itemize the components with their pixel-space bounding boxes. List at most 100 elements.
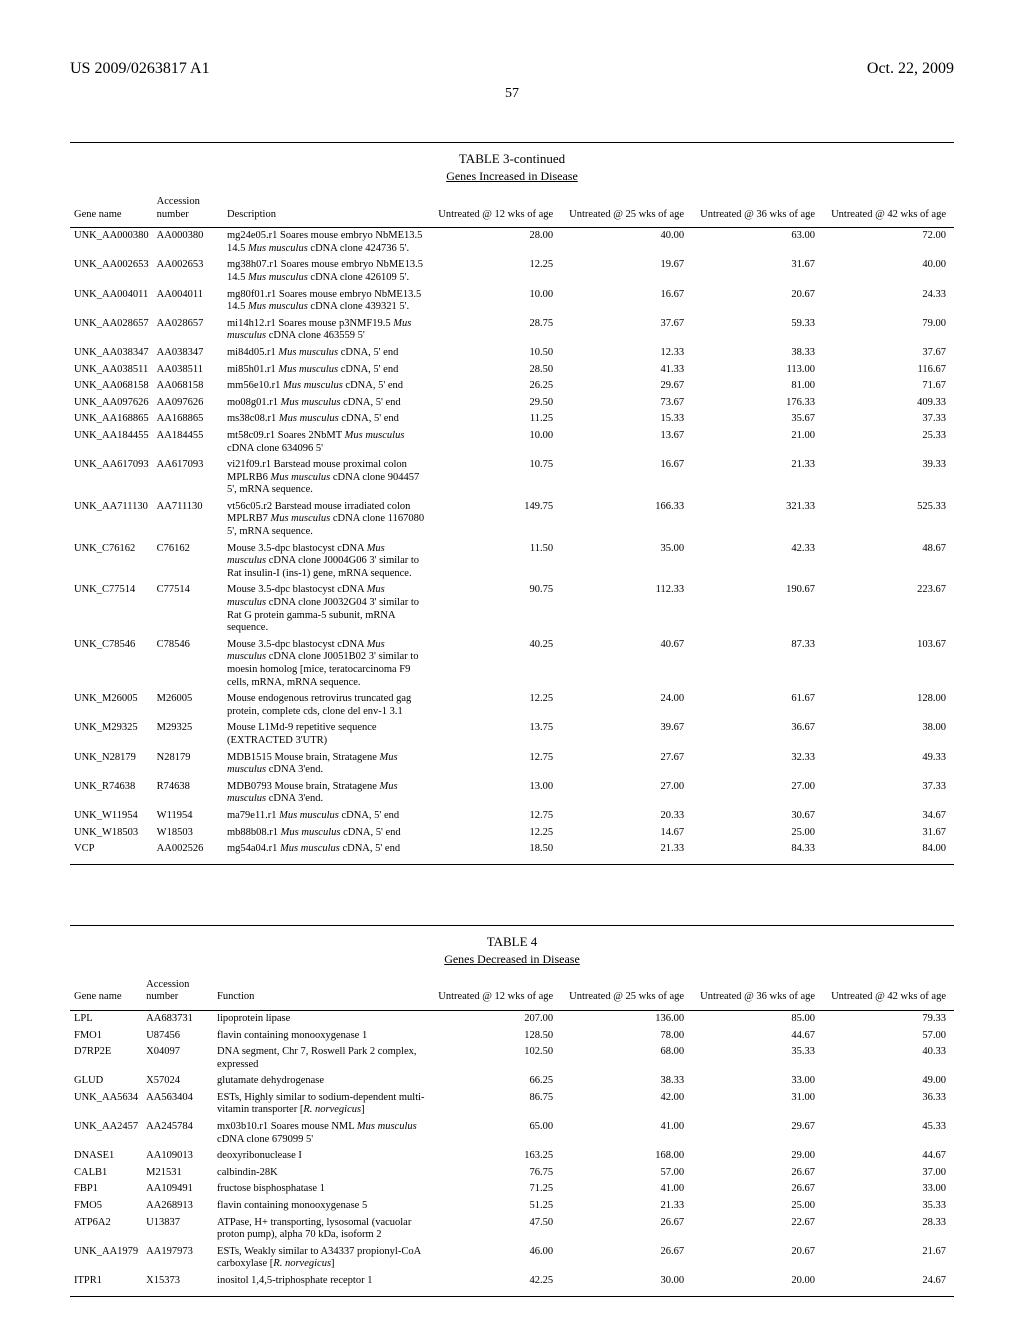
table-row: UNK_M26005M26005Mouse endogenous retrovi… — [70, 691, 954, 720]
cell-accession: AA197973 — [142, 1244, 213, 1273]
table-row: UNK_AA2457AA245784mx03b10.r1 Soares mous… — [70, 1119, 954, 1148]
cell-gene: UNK_AA617093 — [70, 457, 153, 499]
cell-accession: AA268913 — [142, 1198, 213, 1215]
cell-gene: UNK_AA038347 — [70, 345, 153, 362]
cell-accession: AA245784 — [142, 1119, 213, 1148]
cell-value: 35.67 — [692, 411, 823, 428]
cell-value: 19.67 — [561, 257, 692, 286]
cell-value: 41.00 — [561, 1119, 692, 1148]
cell-description: calbindin-28K — [213, 1165, 430, 1182]
cell-value: 190.67 — [692, 582, 823, 636]
cell-value: 149.75 — [430, 499, 561, 541]
col-42wks: Untreated @ 42 wks of age — [823, 975, 954, 1011]
cell-value: 409.33 — [823, 395, 954, 412]
cell-value: 21.67 — [823, 1244, 954, 1273]
table-row: UNK_AA038511AA038511mi85h01.r1 Mus muscu… — [70, 362, 954, 379]
cell-value: 128.50 — [430, 1028, 561, 1045]
table-row: UNK_N28179N28179MDB1515 Mouse brain, Str… — [70, 750, 954, 779]
cell-gene: D7RP2E — [70, 1044, 142, 1073]
cell-accession: AA563404 — [142, 1090, 213, 1119]
cell-value: 26.67 — [692, 1181, 823, 1198]
cell-description: mg38h07.r1 Soares mouse embryo NbME13.5 … — [223, 257, 430, 286]
cell-accession: AA097626 — [153, 395, 223, 412]
cell-value: 18.50 — [430, 841, 561, 864]
cell-accession: AA184455 — [153, 428, 223, 457]
cell-accession: C76162 — [153, 541, 223, 583]
cell-value: 30.67 — [692, 808, 823, 825]
cell-value: 168.00 — [561, 1148, 692, 1165]
cell-value: 12.25 — [430, 691, 561, 720]
patent-date: Oct. 22, 2009 — [867, 60, 954, 78]
table-row: UNK_AA038347AA038347mi84d05.r1 Mus muscu… — [70, 345, 954, 362]
page-number: 57 — [70, 86, 954, 102]
cell-gene: UNK_W18503 — [70, 825, 153, 842]
cell-value: 12.75 — [430, 808, 561, 825]
cell-value: 26.67 — [561, 1244, 692, 1273]
cell-value: 13.67 — [561, 428, 692, 457]
cell-accession: AA109013 — [142, 1148, 213, 1165]
col-12wks: Untreated @ 12 wks of age — [430, 192, 561, 228]
cell-value: 21.33 — [561, 841, 692, 864]
cell-value: 39.33 — [823, 457, 954, 499]
cell-gene: CALB1 — [70, 1165, 142, 1182]
cell-value: 24.33 — [823, 287, 954, 316]
cell-gene: UNK_AA068158 — [70, 378, 153, 395]
table-3-grid: Gene name Accession number Description U… — [70, 192, 954, 864]
cell-value: 27.00 — [561, 779, 692, 808]
cell-accession: X57024 — [142, 1073, 213, 1090]
table-row: UNK_C78546C78546Mouse 3.5-dpc blastocyst… — [70, 637, 954, 691]
cell-value: 57.00 — [823, 1028, 954, 1045]
cell-value: 25.00 — [692, 1198, 823, 1215]
cell-value: 34.67 — [823, 808, 954, 825]
cell-description: mm56e10.r1 Mus musculus cDNA, 5' end — [223, 378, 430, 395]
cell-value: 39.67 — [561, 720, 692, 749]
table-4: TABLE 4 Genes Decreased in Disease Gene … — [70, 925, 954, 1297]
cell-value: 13.75 — [430, 720, 561, 749]
cell-accession: AA002526 — [153, 841, 223, 864]
cell-value: 35.33 — [823, 1198, 954, 1215]
cell-value: 57.00 — [561, 1165, 692, 1182]
cell-value: 15.33 — [561, 411, 692, 428]
cell-value: 68.00 — [561, 1044, 692, 1073]
cell-description: mi84d05.r1 Mus musculus cDNA, 5' end — [223, 345, 430, 362]
table-row: UNK_AA002653AA002653mg38h07.r1 Soares mo… — [70, 257, 954, 286]
cell-value: 116.67 — [823, 362, 954, 379]
table-row: UNK_AA711130AA711130vt56c05.r2 Barstead … — [70, 499, 954, 541]
cell-description: ma79e11.r1 Mus musculus cDNA, 5' end — [223, 808, 430, 825]
cell-value: 12.33 — [561, 345, 692, 362]
cell-accession: C78546 — [153, 637, 223, 691]
cell-value: 26.67 — [561, 1215, 692, 1244]
cell-value: 24.67 — [823, 1273, 954, 1296]
table-4-title: TABLE 4 — [70, 934, 954, 950]
cell-accession: AA000380 — [153, 228, 223, 258]
table-3-title: TABLE 3-continued — [70, 151, 954, 167]
cell-value: 71.67 — [823, 378, 954, 395]
cell-gene: UNK_AA038511 — [70, 362, 153, 379]
cell-value: 21.00 — [692, 428, 823, 457]
cell-value: 35.33 — [692, 1044, 823, 1073]
cell-value: 47.50 — [430, 1215, 561, 1244]
cell-description: flavin containing monooxygenase 1 — [213, 1028, 430, 1045]
cell-value: 30.00 — [561, 1273, 692, 1296]
cell-value: 28.50 — [430, 362, 561, 379]
cell-value: 28.33 — [823, 1215, 954, 1244]
cell-value: 41.00 — [561, 1181, 692, 1198]
cell-value: 40.00 — [561, 228, 692, 258]
cell-value: 84.33 — [692, 841, 823, 864]
cell-accession: C77514 — [153, 582, 223, 636]
table-row: FMO1U87456flavin containing monooxygenas… — [70, 1028, 954, 1045]
col-gene: Gene name — [70, 192, 153, 228]
cell-value: 10.00 — [430, 287, 561, 316]
cell-value: 49.33 — [823, 750, 954, 779]
cell-value: 103.67 — [823, 637, 954, 691]
cell-value: 37.33 — [823, 779, 954, 808]
cell-accession: M21531 — [142, 1165, 213, 1182]
cell-gene: UNK_W11954 — [70, 808, 153, 825]
cell-value: 35.00 — [561, 541, 692, 583]
table-row: D7RP2EX04097DNA segment, Chr 7, Roswell … — [70, 1044, 954, 1073]
table-row: UNK_AA028657AA028657mi14h12.r1 Soares mo… — [70, 316, 954, 345]
cell-accession: M29325 — [153, 720, 223, 749]
table-3-subtitle: Genes Increased in Disease — [70, 169, 954, 184]
cell-value: 42.33 — [692, 541, 823, 583]
cell-description: vi21f09.r1 Barstead mouse proximal colon… — [223, 457, 430, 499]
